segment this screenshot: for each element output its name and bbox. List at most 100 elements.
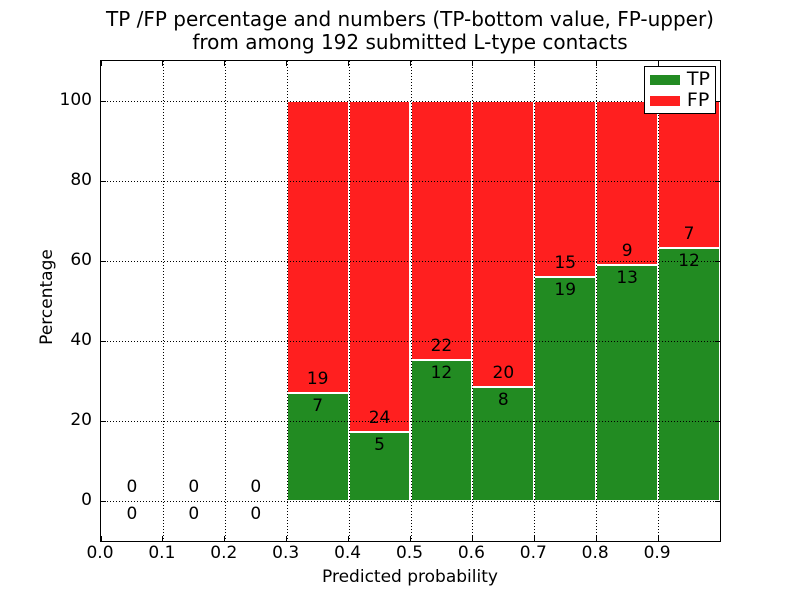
x-gridline bbox=[410, 61, 412, 541]
legend-swatch-tp bbox=[649, 74, 680, 85]
bar-segment-tp bbox=[658, 248, 720, 501]
y-tick-label: 40 bbox=[70, 330, 92, 350]
bar-segment-fp bbox=[348, 101, 411, 433]
x-tick bbox=[533, 536, 535, 541]
y-tick bbox=[715, 260, 720, 262]
tp-count-label: 12 bbox=[678, 251, 700, 272]
x-tick bbox=[471, 61, 473, 66]
bar-segment-tp bbox=[472, 386, 535, 501]
fp-count-label: 7 bbox=[683, 224, 695, 245]
chart-title-line2: from among 192 submitted L-type contacts bbox=[192, 30, 628, 54]
y-tick bbox=[101, 260, 106, 262]
tp-count-label: 13 bbox=[616, 267, 638, 288]
bar-segment-tp bbox=[348, 432, 411, 501]
fp-count-label: 19 bbox=[306, 369, 329, 390]
x-gridline bbox=[224, 61, 226, 541]
fp-count-label: 15 bbox=[554, 253, 577, 274]
x-axis-label: Predicted probability bbox=[322, 567, 498, 587]
bar-segment-fp bbox=[410, 101, 473, 360]
x-tick bbox=[657, 61, 659, 66]
tp-count-label: 8 bbox=[497, 389, 509, 410]
x-tick bbox=[224, 61, 226, 66]
y-tick-label: 60 bbox=[70, 250, 92, 270]
x-tick bbox=[348, 61, 350, 66]
legend: TP FP bbox=[643, 66, 716, 114]
x-tick bbox=[410, 536, 411, 541]
y-tick bbox=[715, 420, 720, 422]
legend-label-tp: TP bbox=[686, 68, 710, 90]
x-gridline bbox=[348, 61, 350, 541]
x-gridline bbox=[658, 61, 660, 541]
legend-label-fp: FP bbox=[686, 89, 710, 111]
y-tick bbox=[101, 340, 106, 342]
y-tick bbox=[715, 340, 720, 342]
chart-title-line1: TP /FP percentage and numbers (TP-bottom… bbox=[106, 7, 714, 31]
fp-count-label: 20 bbox=[492, 362, 515, 383]
x-tick bbox=[348, 536, 350, 541]
x-tick-label: 0.3 bbox=[272, 543, 300, 563]
plot-area: TP FP 0 0 0 0 0 0 19 7 24 5 22 12 20 8 15 19 9 13 7 12 bbox=[100, 60, 721, 542]
x-tick-label: 0.4 bbox=[334, 543, 362, 563]
y-tick bbox=[715, 500, 720, 502]
x-gridline bbox=[534, 61, 536, 541]
y-tick bbox=[101, 420, 106, 422]
tp-count-label: 0 bbox=[188, 504, 200, 524]
tp-count-label: 0 bbox=[250, 504, 262, 524]
x-tick bbox=[101, 61, 102, 66]
bar-segment-fp bbox=[658, 101, 720, 249]
x-gridline bbox=[162, 61, 164, 541]
x-tick bbox=[657, 536, 659, 541]
x-tick bbox=[286, 61, 288, 66]
x-gridline bbox=[472, 61, 474, 541]
tp-count-label: 0 bbox=[126, 504, 138, 524]
bar-segment-tp bbox=[596, 264, 659, 501]
fp-count-label: 0 bbox=[250, 477, 262, 497]
chart-title: TP /FP percentage and numbers (TP-bottom… bbox=[100, 8, 720, 54]
x-tick bbox=[410, 61, 411, 66]
x-gridline bbox=[286, 61, 288, 541]
x-tick-label: 0.5 bbox=[395, 543, 424, 563]
x-tick-label: 0.0 bbox=[86, 543, 114, 563]
tp-count-label: 7 bbox=[312, 396, 324, 417]
y-gridline bbox=[101, 181, 720, 182]
y-tick-label: 100 bbox=[59, 90, 92, 110]
legend-entry-fp: FP bbox=[649, 89, 710, 111]
x-tick-label: 0.8 bbox=[581, 543, 609, 563]
fp-count-label: 22 bbox=[430, 335, 453, 356]
tp-count-label: 12 bbox=[430, 362, 453, 383]
x-tick-label: 0.9 bbox=[643, 543, 671, 563]
y-tick bbox=[101, 180, 106, 182]
fp-count-label: 9 bbox=[621, 240, 633, 261]
y-gridline bbox=[101, 261, 720, 262]
bar-segment-fp bbox=[286, 101, 349, 394]
tp-count-label: 5 bbox=[374, 435, 385, 456]
tp-count-label: 19 bbox=[554, 280, 577, 301]
bar-segment-fp bbox=[472, 101, 535, 387]
x-tick bbox=[101, 536, 102, 541]
bar-segment-tp bbox=[534, 277, 597, 501]
y-gridline bbox=[101, 421, 720, 422]
x-tick bbox=[471, 536, 473, 541]
x-tick-label: 0.2 bbox=[210, 543, 238, 563]
x-tick bbox=[224, 536, 226, 541]
x-tick-label: 0.1 bbox=[148, 543, 176, 563]
x-tick-label: 0.6 bbox=[457, 543, 485, 563]
x-tick bbox=[286, 536, 288, 541]
x-tick bbox=[162, 536, 164, 541]
x-tick bbox=[595, 536, 597, 541]
x-tick bbox=[533, 61, 535, 66]
fp-count-label: 0 bbox=[188, 477, 200, 497]
x-tick-label: 0.7 bbox=[519, 543, 547, 563]
y-gridline bbox=[101, 341, 720, 342]
legend-entry-tp: TP bbox=[649, 68, 710, 90]
y-tick bbox=[101, 100, 106, 102]
y-tick bbox=[101, 500, 106, 502]
y-tick-label: 80 bbox=[70, 170, 92, 190]
legend-swatch-fp bbox=[649, 95, 680, 106]
y-gridline bbox=[101, 101, 720, 102]
y-tick-label: 20 bbox=[70, 410, 92, 430]
x-tick bbox=[162, 61, 164, 66]
x-gridline bbox=[596, 61, 598, 541]
y-tick bbox=[715, 180, 720, 182]
y-tick-label: 0 bbox=[81, 490, 92, 510]
